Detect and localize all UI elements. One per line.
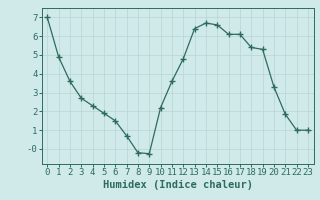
X-axis label: Humidex (Indice chaleur): Humidex (Indice chaleur) xyxy=(103,180,252,190)
